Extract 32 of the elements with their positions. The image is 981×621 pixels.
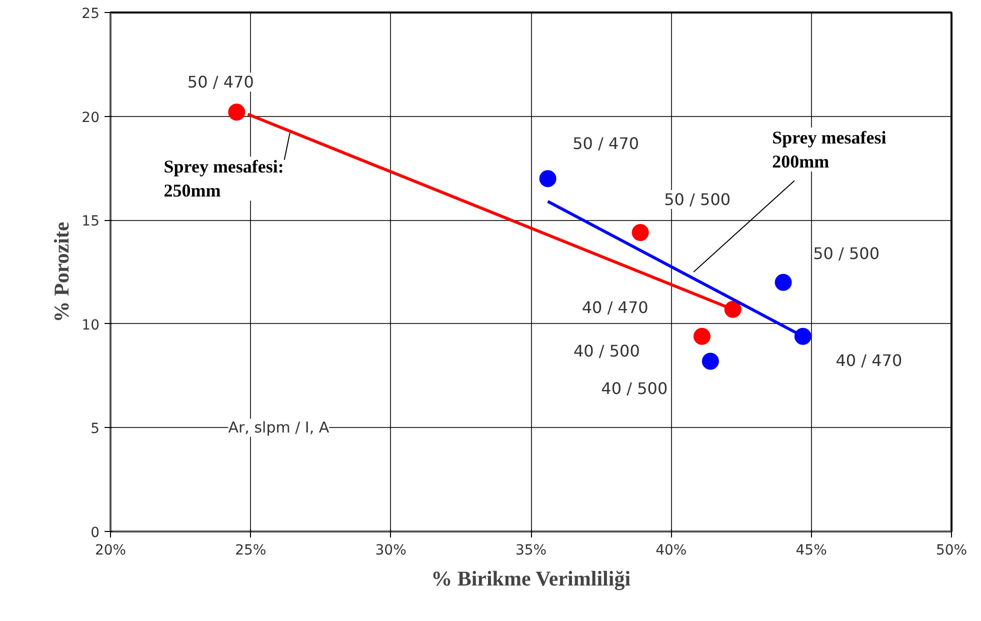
- y-tick-label: 15: [82, 214, 100, 230]
- point: [632, 224, 649, 242]
- point: [694, 328, 711, 345]
- point: [774, 274, 792, 291]
- annotation: 50 / 470: [572, 134, 640, 154]
- annotation: Sprey mesafesi 200mm: [772, 128, 886, 172]
- point: [702, 352, 719, 370]
- y-axis-title: % Porozite: [50, 222, 74, 322]
- y-tick-label: 5: [90, 421, 100, 438]
- point: [539, 170, 556, 188]
- annotation: Sprey mesafesi: 250mm: [164, 156, 284, 201]
- x-tick-label: 40%: [656, 542, 687, 558]
- annotation: 40 / 500: [601, 378, 668, 398]
- x-tick-label: 30%: [375, 542, 406, 558]
- x-tick-label: 50%: [936, 542, 968, 558]
- x-axis-title: % Birikme Verimliliği: [431, 566, 631, 590]
- annotation: 40 / 470: [836, 350, 902, 370]
- x-tick-label: 20%: [94, 542, 126, 558]
- y-tick-label: 10: [82, 317, 100, 334]
- point: [228, 104, 246, 121]
- y-tick-label: 0: [90, 525, 100, 541]
- annotation: Ar, slpm / I, A: [228, 418, 330, 437]
- annotation: 50 / 500: [813, 244, 880, 263]
- x-tick-label: 25%: [235, 542, 266, 558]
- x-tick-label: 35%: [515, 542, 547, 558]
- annotation: 40 / 500: [573, 341, 640, 360]
- y-tick-label: 25: [82, 6, 100, 22]
- x-tick-label: 45%: [796, 542, 827, 558]
- y-tick-label: 20: [82, 110, 100, 126]
- annotation: 50 / 470: [187, 72, 254, 92]
- annotation: 50 / 500: [664, 190, 731, 210]
- annotation: 40 / 470: [582, 298, 648, 317]
